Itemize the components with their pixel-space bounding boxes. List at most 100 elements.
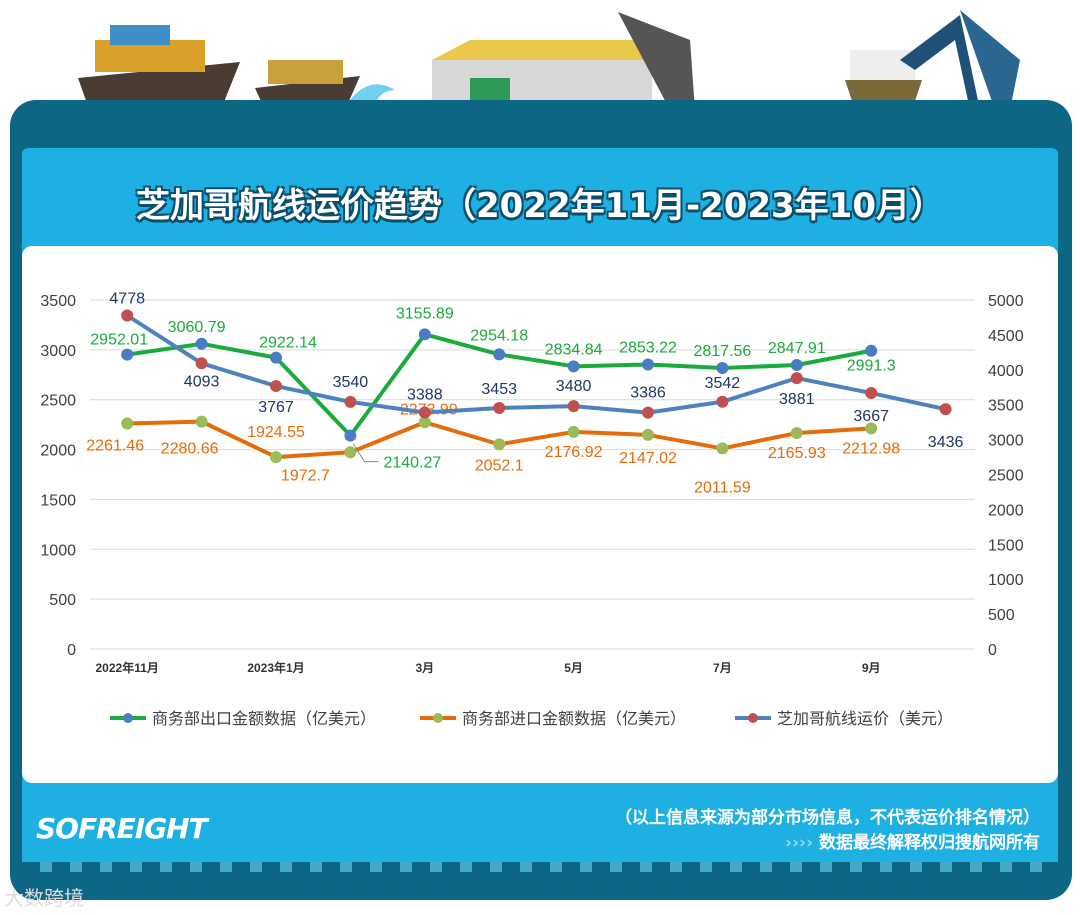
data-point bbox=[270, 351, 282, 364]
data-point bbox=[865, 422, 878, 435]
legend-label: 商务部出口金额数据（亿美元） bbox=[152, 710, 376, 728]
data-point bbox=[790, 359, 803, 372]
x-tick-label: 7月 bbox=[713, 661, 732, 675]
data-point bbox=[642, 358, 654, 371]
copyright-text: 数据最终解释权归搜航网所有 bbox=[819, 833, 1040, 853]
data-label: 3881 bbox=[779, 391, 815, 408]
ships-and-port-illustration bbox=[78, 10, 1020, 110]
data-point bbox=[121, 417, 134, 430]
data-label: 2212.98 bbox=[842, 440, 900, 457]
y-left-tick-label: 1500 bbox=[40, 492, 76, 509]
chart-card: 0 500 1000 1500 2000 2500 3000 3500 0 500 1000 1500… bbox=[22, 246, 1058, 783]
data-label: 1924.55 bbox=[247, 424, 305, 441]
data-label: 2834.84 bbox=[545, 341, 603, 358]
x-tick-label: 2022年11月 bbox=[96, 660, 159, 675]
data-point bbox=[418, 328, 431, 341]
y-left-tick-label: 500 bbox=[49, 592, 76, 609]
data-point bbox=[642, 428, 654, 441]
leader-line bbox=[352, 443, 379, 463]
data-label: 3060.79 bbox=[168, 319, 226, 336]
data-label: 2165.93 bbox=[768, 445, 826, 462]
legend-label: 商务部进口金额数据（亿美元） bbox=[462, 710, 686, 728]
data-point bbox=[567, 400, 580, 413]
data-label: 3386 bbox=[630, 385, 666, 402]
y-left-tick-label: 1000 bbox=[40, 542, 76, 559]
y-right-tick-label: 0 bbox=[988, 642, 997, 659]
data-label: 2954.18 bbox=[470, 327, 528, 344]
y-right-tick-label: 5000 bbox=[988, 293, 1024, 310]
data-label: 2817.56 bbox=[693, 343, 751, 360]
line-chart: 0 500 1000 1500 2000 2500 3000 3500 0 500 1000 1500… bbox=[40, 290, 1024, 728]
data-point bbox=[195, 415, 208, 428]
x-tick-label: 2023年1月 bbox=[247, 660, 304, 675]
data-point bbox=[344, 395, 357, 408]
y-left-tick-label: 3500 bbox=[40, 293, 76, 310]
data-label: 2922.14 bbox=[259, 335, 317, 352]
data-label: 3155.89 bbox=[396, 305, 454, 322]
legend-label: 芝加哥航线运价（美元） bbox=[777, 710, 953, 728]
y-right-tick-label: 1500 bbox=[988, 537, 1024, 554]
data-point bbox=[716, 442, 729, 455]
y-right-tick-label: 4000 bbox=[988, 363, 1024, 380]
data-point bbox=[121, 348, 134, 361]
data-label: 2052.1 bbox=[475, 457, 524, 474]
y-right-tick-label: 2000 bbox=[988, 502, 1024, 519]
data-point bbox=[865, 387, 878, 400]
data-label: 3540 bbox=[333, 374, 369, 391]
source-note: （以上信息来源为部分市场信息，不代表运价排名情况） bbox=[615, 808, 1040, 828]
data-point bbox=[195, 357, 208, 370]
data-label: 2280.66 bbox=[161, 441, 219, 458]
data-point bbox=[121, 309, 134, 322]
y-right-tick-label: 4500 bbox=[988, 328, 1024, 345]
data-label: 2011.59 bbox=[694, 479, 751, 496]
data-point bbox=[642, 406, 654, 419]
y-left-tick-label: 2000 bbox=[40, 443, 76, 460]
data-point bbox=[865, 344, 878, 357]
data-label: 3767 bbox=[258, 399, 294, 416]
data-label: 3436 bbox=[928, 434, 964, 451]
legend-marker-icon bbox=[748, 713, 758, 723]
data-point bbox=[418, 416, 431, 429]
data-point bbox=[716, 395, 729, 408]
sofreight-logo: SOFREIGHT bbox=[36, 812, 208, 845]
data-label: 2952.01 bbox=[90, 332, 148, 349]
x-tick-label: 5月 bbox=[564, 661, 583, 675]
y-right-tick-label: 2500 bbox=[988, 468, 1024, 485]
data-point bbox=[567, 360, 580, 373]
data-label: 2147.02 bbox=[619, 450, 677, 467]
data-label: 2176.92 bbox=[545, 444, 603, 461]
data-label: 2140.27 bbox=[383, 455, 441, 472]
data-point bbox=[716, 362, 729, 375]
data-point bbox=[493, 348, 506, 361]
data-label: 2991.3 bbox=[847, 358, 896, 375]
y-left-tick-label: 3000 bbox=[40, 343, 76, 360]
data-label: 4093 bbox=[184, 373, 220, 390]
data-point bbox=[270, 380, 282, 393]
y-right-tick-label: 3000 bbox=[988, 433, 1024, 450]
data-label: 2261.46 bbox=[86, 438, 144, 455]
series-line bbox=[126, 313, 947, 415]
data-label: 3388 bbox=[407, 387, 443, 404]
data-point bbox=[790, 372, 803, 385]
legend-marker-icon bbox=[433, 713, 443, 723]
copyright-note: ›››› 数据最终解释权归搜航网所有 bbox=[785, 828, 1040, 853]
data-point bbox=[790, 427, 803, 440]
scallop-border bbox=[22, 862, 1058, 872]
data-point bbox=[344, 429, 357, 442]
data-label: 4778 bbox=[109, 290, 145, 307]
data-point bbox=[418, 406, 431, 419]
y-right-tick-label: 500 bbox=[988, 607, 1015, 624]
data-label: 2847.91 bbox=[768, 340, 826, 357]
x-tick-label: 9月 bbox=[862, 661, 881, 675]
legend-marker-icon bbox=[123, 713, 133, 723]
page-title: 芝加哥航线运价趋势（2022年11月-2023年10月） bbox=[136, 186, 944, 226]
data-label: 1972.7 bbox=[281, 467, 330, 484]
x-tick-label: 3月 bbox=[415, 661, 434, 675]
data-point bbox=[567, 425, 580, 438]
arrows-icon: ›››› bbox=[785, 833, 814, 853]
data-label: 3480 bbox=[556, 378, 592, 395]
data-label: 2853.22 bbox=[619, 339, 677, 356]
data-point bbox=[493, 401, 506, 414]
data-label: 3542 bbox=[705, 375, 741, 392]
data-label: 3453 bbox=[481, 381, 517, 398]
